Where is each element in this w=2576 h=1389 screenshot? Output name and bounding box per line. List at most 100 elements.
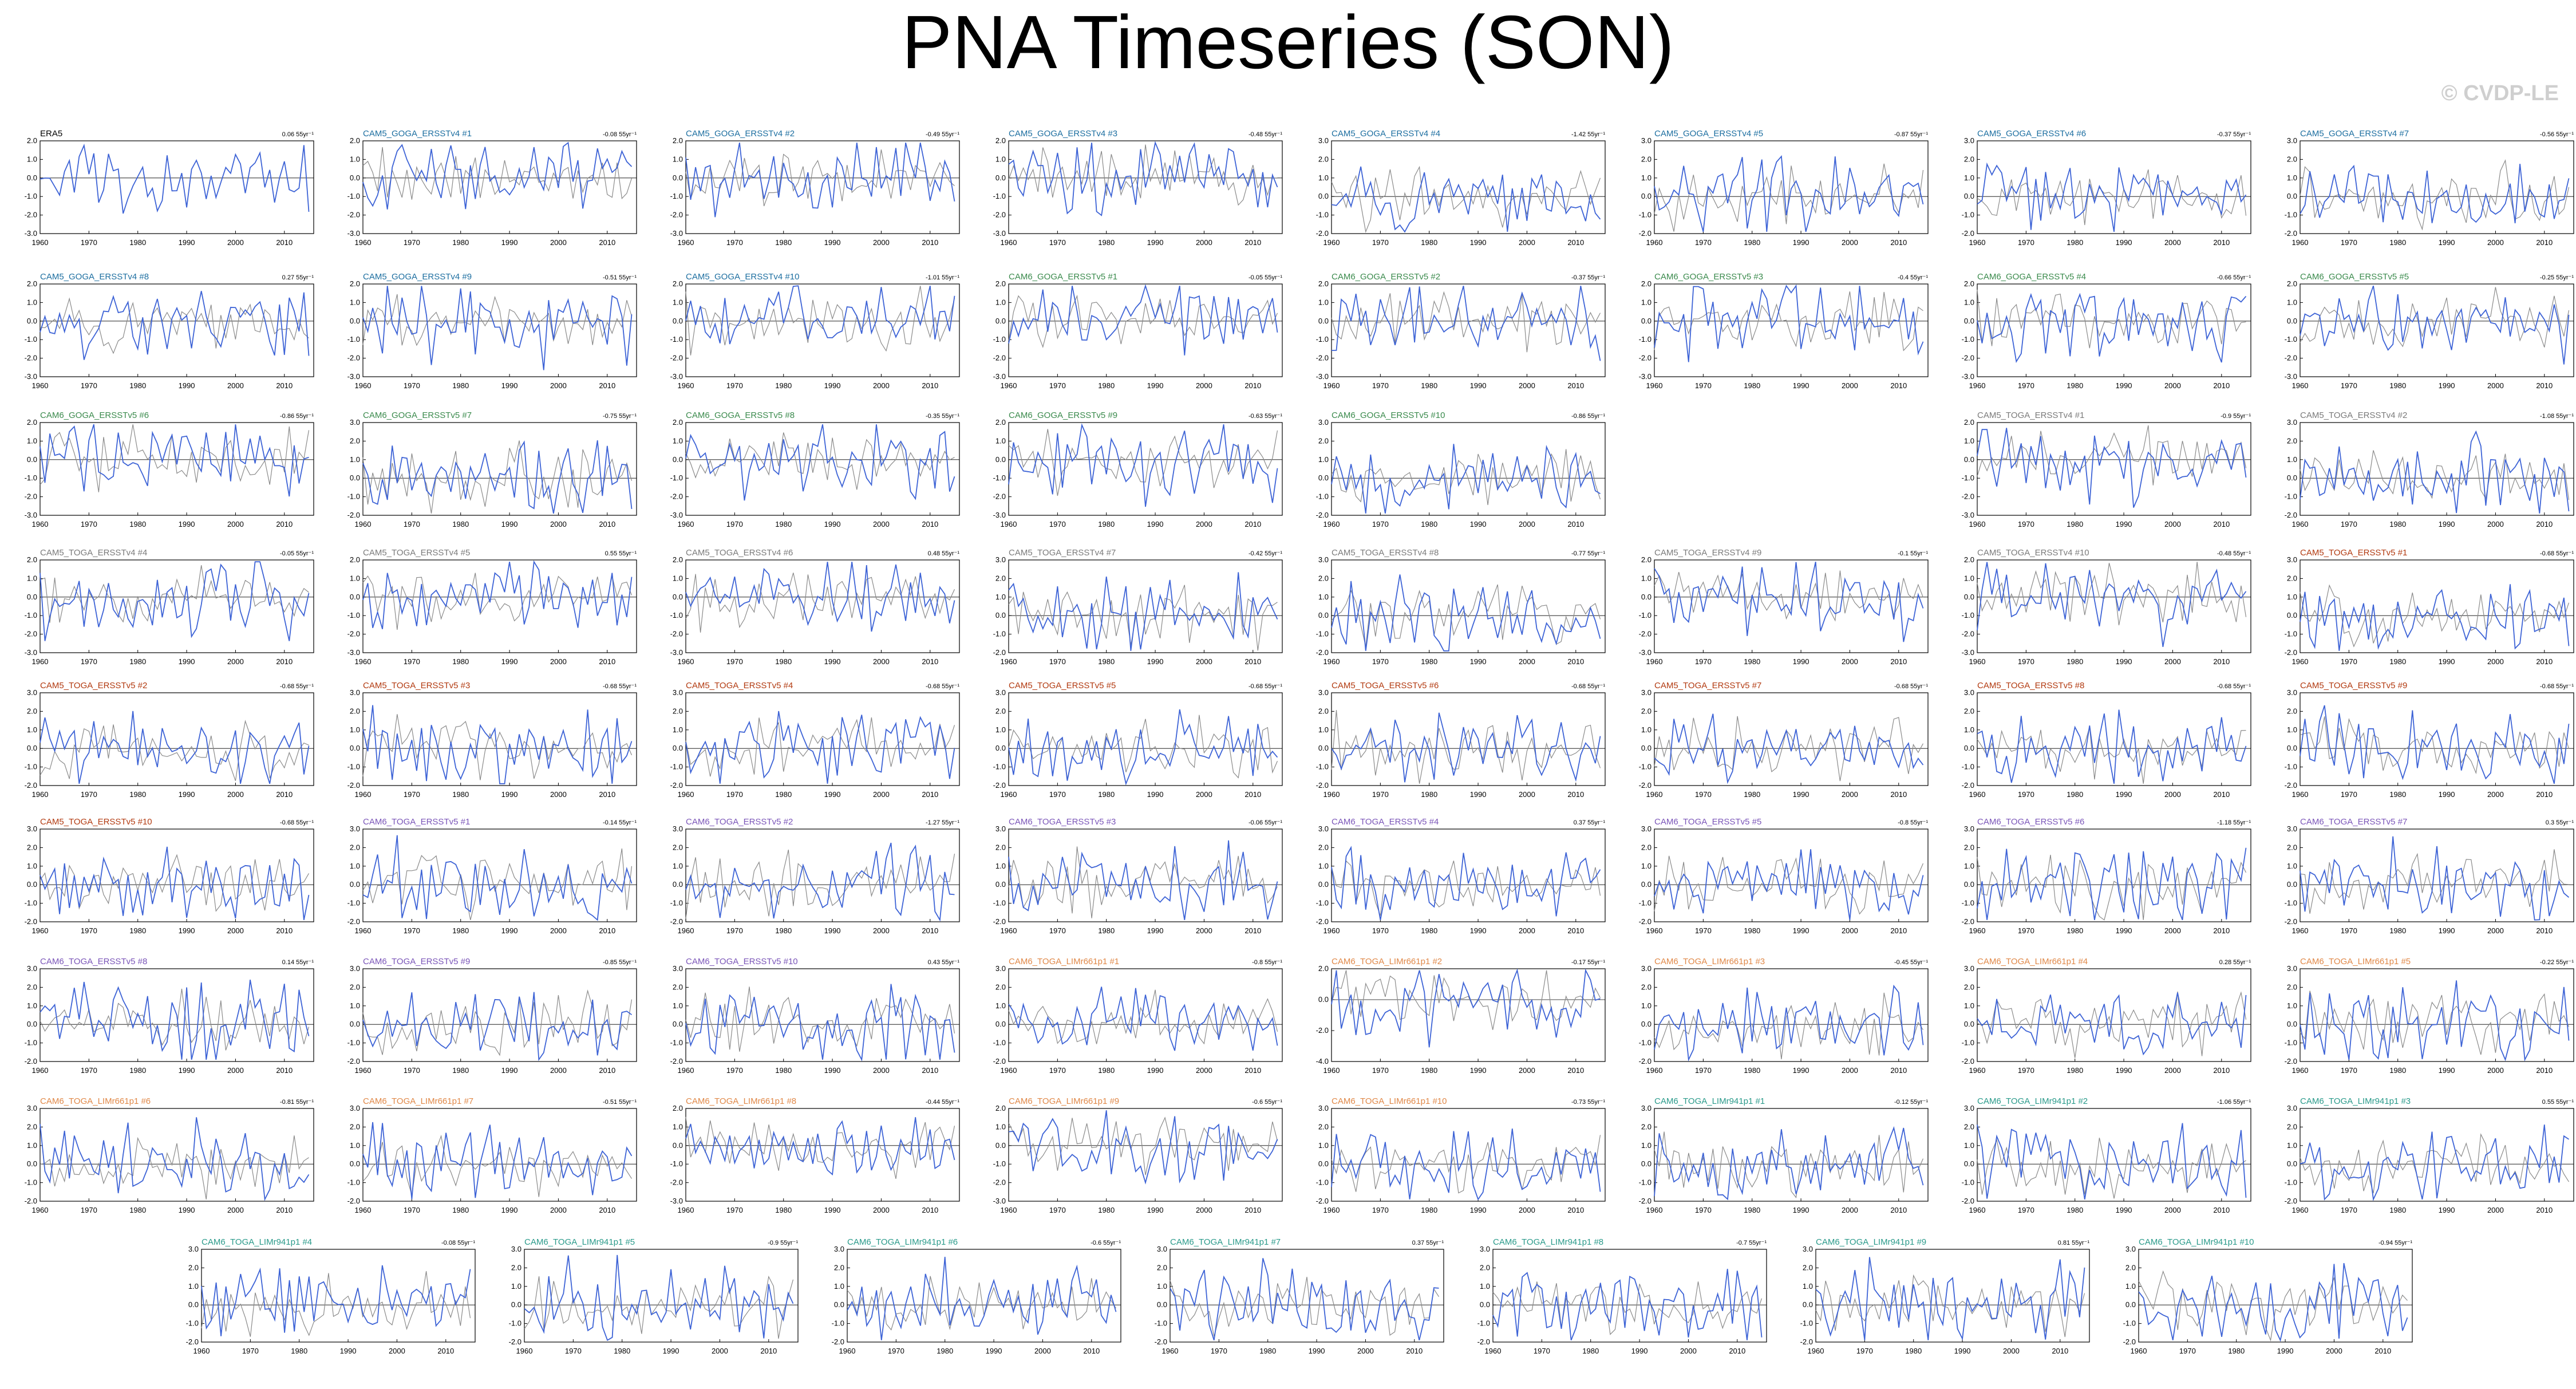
y-tick-label: 3.0 bbox=[1480, 1245, 1490, 1253]
x-tick-label: 1960 bbox=[2292, 657, 2309, 666]
timeseries-panel: CAM6_GOGA_ERSSTv5 #8 -0.35 55yr⁻¹ 2.0 1.0 0.… bbox=[656, 403, 962, 538]
x-tick-label: 2010 bbox=[2213, 790, 2230, 799]
timeseries-panel: CAM6_GOGA_ERSSTv5 #3 -0.4 55yr⁻¹ 2.0 1.0 0.0… bbox=[1625, 265, 1930, 400]
panel-frame bbox=[1008, 828, 1283, 922]
panel-trend-rate: -0.08 55yr⁻¹ bbox=[603, 131, 637, 138]
x-tick-label: 2010 bbox=[2213, 520, 2230, 528]
x-tick-label: 1970 bbox=[1049, 790, 1066, 799]
x-tick-label: 1980 bbox=[1421, 1066, 1437, 1075]
x-tick-label: 2010 bbox=[1567, 381, 1584, 390]
pna-series-line bbox=[1331, 712, 1601, 783]
y-tick-label: -2.0 bbox=[993, 1178, 1006, 1187]
panel-trend-rate: 0.55 55yr⁻¹ bbox=[605, 550, 637, 557]
x-tick-label: 1960 bbox=[1646, 1206, 1663, 1214]
x-tick-label: 1960 bbox=[1001, 1206, 1017, 1214]
panel-chart: CAM6_TOGA_LIMr661p1 #5 -0.22 55yr⁻¹ 3.0 2.0… bbox=[2285, 957, 2574, 1075]
x-tick-label: 2000 bbox=[873, 1066, 890, 1075]
x-tick-label: 1990 bbox=[179, 1066, 195, 1075]
panel-title: CAM6_GOGA_ERSSTv5 #3 bbox=[1654, 272, 1763, 282]
y-tick-label: 1.0 bbox=[1157, 1282, 1167, 1291]
timeseries-panel: CAM6_TOGA_LIMr941p1 #2 -1.06 55yr⁻¹ 3.0 2.0… bbox=[1947, 1089, 2253, 1224]
y-tick-label: 0.0 bbox=[673, 880, 683, 889]
panel-title: CAM6_TOGA_ERSSTv5 #7 bbox=[2300, 817, 2407, 827]
x-tick-label: 1980 bbox=[452, 1066, 469, 1075]
x-tick-label: 1970 bbox=[888, 1347, 904, 1355]
timeseries-panel: CAM5_TOGA_ERSSTv4 #6 0.48 55yr⁻¹ 2.0 1.0 0.0… bbox=[656, 540, 962, 676]
x-tick-label: 2000 bbox=[1196, 520, 1212, 528]
panel-title: CAM5_TOGA_ERSSTv5 #3 bbox=[363, 681, 470, 690]
x-tick-label: 2000 bbox=[873, 381, 890, 390]
y-tick-label: -2.0 bbox=[1639, 1197, 1652, 1205]
ensemble-series-line bbox=[1331, 710, 1601, 784]
x-tick-label: 2010 bbox=[1567, 238, 1584, 247]
panel-trend-rate: 0.3 55yr⁻¹ bbox=[2546, 819, 2574, 826]
panel-title: CAM5_TOGA_ERSSTv5 #7 bbox=[1654, 681, 1761, 690]
x-tick-label: 2000 bbox=[873, 926, 890, 935]
ensemble-series-line bbox=[362, 714, 633, 780]
panel-frame bbox=[1008, 422, 1283, 516]
y-tick-label: -3.0 bbox=[347, 229, 360, 238]
pna-series-line bbox=[39, 711, 310, 784]
timeseries-panel: CAM6_TOGA_ERSSTv5 #3 -0.06 55yr⁻¹ 3.0 2.0 1.… bbox=[979, 810, 1285, 945]
panel-frame bbox=[362, 422, 637, 516]
y-tick-label: 2.0 bbox=[1641, 555, 1652, 564]
panel-title: CAM5_TOGA_ERSSTv5 #9 bbox=[2300, 681, 2407, 690]
y-tick-label: 1.0 bbox=[995, 1122, 1006, 1131]
panel-trend-rate: -0.68 55yr⁻¹ bbox=[1894, 683, 1928, 690]
timeseries-panel: CAM6_TOGA_LIMr941p1 #9 0.81 55yr⁻¹ 3.0 2.0 1… bbox=[1786, 1230, 2092, 1365]
panel-trend-rate: -0.68 55yr⁻¹ bbox=[2540, 550, 2574, 557]
panel-trend-rate: -0.56 55yr⁻¹ bbox=[2540, 131, 2574, 138]
x-tick-label: 2010 bbox=[2213, 926, 2230, 935]
x-tick-label: 1960 bbox=[1323, 1206, 1340, 1214]
panel-title: CAM5_TOGA_ERSSTv4 #4 bbox=[40, 548, 147, 558]
y-tick-label: 3.0 bbox=[1318, 418, 1329, 427]
x-tick-label: 1960 bbox=[32, 926, 49, 935]
y-tick-label: -2.0 bbox=[1155, 1337, 1167, 1346]
x-tick-label: 1970 bbox=[1372, 1206, 1389, 1214]
x-tick-label: 2000 bbox=[2164, 926, 2181, 935]
pna-series-line bbox=[1492, 1269, 1763, 1341]
panel-title: CAM6_TOGA_LIMr661p1 #5 bbox=[2300, 957, 2411, 966]
y-tick-label: -3.0 bbox=[25, 648, 37, 657]
x-tick-label: 1990 bbox=[2439, 926, 2455, 935]
y-tick-label: 2.0 bbox=[2287, 155, 2297, 163]
panel-frame bbox=[39, 140, 314, 234]
ensemble-series-line bbox=[2300, 287, 2570, 348]
x-tick-label: 2000 bbox=[2164, 1066, 2181, 1075]
y-tick-label: 2.0 bbox=[350, 843, 360, 851]
x-tick-label: 1960 bbox=[678, 1206, 694, 1214]
ensemble-series-line bbox=[1654, 570, 1924, 622]
panel-frame bbox=[39, 828, 314, 922]
y-tick-label: 0.0 bbox=[2287, 611, 2297, 619]
y-tick-label: 3.0 bbox=[350, 964, 360, 973]
panel-chart: CAM6_TOGA_LIMr661p1 #8 -0.44 55yr⁻¹ 2.0 1.0… bbox=[670, 1096, 960, 1214]
ensemble-series-line bbox=[685, 286, 955, 356]
x-tick-label: 1960 bbox=[1323, 381, 1340, 390]
panel-chart: CAM6_TOGA_LIMr661p1 #7 -0.51 55yr⁻¹ 3.0 2.0… bbox=[347, 1096, 637, 1214]
panel-chart: CAM5_TOGA_ERSSTv5 #7 -0.68 55yr⁻¹ 3.0 2.0 1.… bbox=[1639, 681, 1929, 799]
x-tick-label: 1980 bbox=[775, 790, 792, 799]
panel-chart: CAM5_TOGA_ERSSTv4 #10 -0.48 55yr⁻¹ 2.0 1.0 0… bbox=[1962, 548, 2251, 666]
panel-chart: CAM5_GOGA_ERSSTv4 #2 -0.49 55yr⁻¹ 2.0 1.0 0.… bbox=[670, 129, 960, 247]
y-tick-label: 2.0 bbox=[350, 982, 360, 991]
y-tick-label: -1.0 bbox=[832, 1319, 844, 1328]
y-tick-label: 3.0 bbox=[1157, 1245, 1167, 1253]
y-tick-label: 2.0 bbox=[27, 982, 37, 991]
y-tick-label: 3.0 bbox=[350, 688, 360, 697]
x-tick-label: 1960 bbox=[1969, 520, 1986, 528]
x-tick-label: 2010 bbox=[1244, 657, 1261, 666]
ensemble-series-line bbox=[1977, 289, 2246, 349]
panel-frame bbox=[685, 283, 960, 377]
x-tick-label: 1980 bbox=[452, 926, 469, 935]
panel-trend-rate: -0.73 55yr⁻¹ bbox=[1571, 1099, 1605, 1106]
y-tick-label: -1.0 bbox=[509, 1319, 521, 1328]
panel-trend-rate: -0.35 55yr⁻¹ bbox=[926, 413, 959, 420]
x-tick-label: 2010 bbox=[2213, 657, 2230, 666]
x-tick-label: 1980 bbox=[1259, 1347, 1276, 1355]
x-tick-label: 2010 bbox=[1729, 1347, 1745, 1355]
panel-title: ERA5 bbox=[40, 129, 62, 139]
y-tick-label: 2.0 bbox=[1964, 707, 1974, 715]
x-tick-label: 1980 bbox=[1098, 238, 1115, 247]
y-tick-label: -1.0 bbox=[1800, 1319, 1813, 1328]
x-tick-label: 1990 bbox=[824, 238, 841, 247]
